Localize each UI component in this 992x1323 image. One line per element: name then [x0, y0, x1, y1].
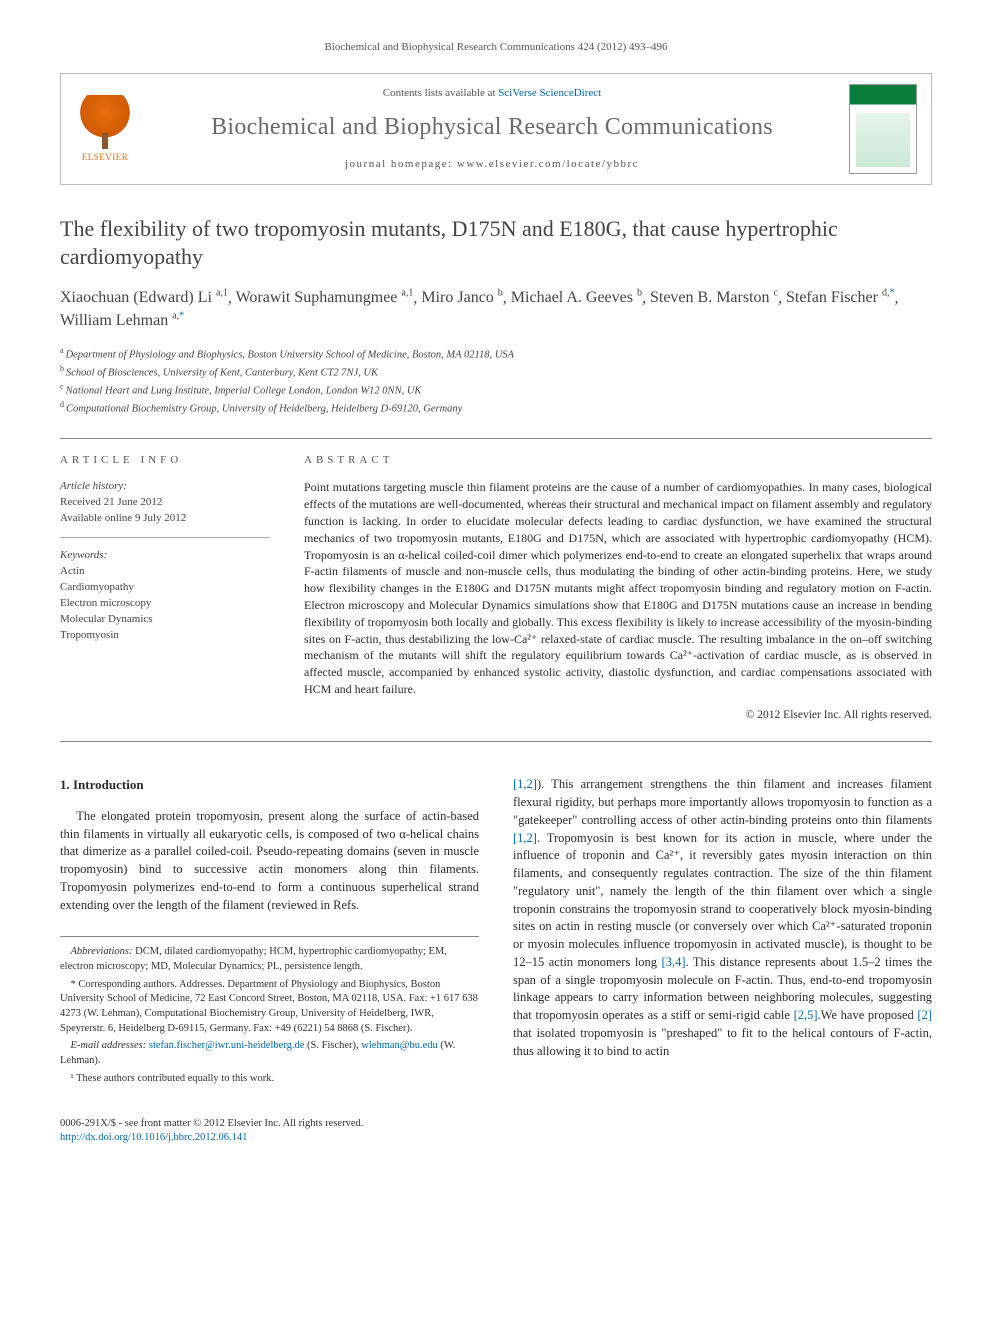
body-text: ). This arrangement strengthens the thin…: [513, 777, 932, 827]
abstract-text: Point mutations targeting muscle thin fi…: [304, 479, 932, 697]
elsevier-tree-icon: [80, 95, 130, 145]
author: Miro Janco b: [421, 289, 502, 306]
affiliation: c National Heart and Lung Institute, Imp…: [60, 381, 932, 399]
author: Steven B. Marston c: [650, 289, 778, 306]
abbreviations-footnote: Abbreviations: DCM, dilated cardiomyopat…: [60, 945, 479, 974]
affil-sup: b: [60, 364, 66, 373]
divider: [60, 741, 932, 742]
affiliation: a Department of Physiology and Biophysic…: [60, 345, 932, 363]
intro-paragraph-2: [1,2]). This arrangement strengthens the…: [513, 776, 932, 1060]
affil-sup: a: [60, 346, 66, 355]
keywords-label: Keywords:: [60, 549, 107, 561]
author-sup: b: [498, 288, 503, 299]
affiliation-list: a Department of Physiology and Biophysic…: [60, 345, 932, 418]
affiliation: b School of Biosciences, University of K…: [60, 363, 932, 381]
ref-link[interactable]: [1,2]: [513, 831, 537, 845]
contribution-footnote: ¹ These authors contributed equally to t…: [60, 1072, 479, 1087]
author: Xiaochuan (Edward) Li a,1: [60, 289, 228, 306]
article-info-column: ARTICLE INFO Article history: Received 2…: [60, 453, 270, 724]
history-label: Article history:: [60, 480, 127, 492]
author: Worawit Suphamungmee a,1: [236, 289, 414, 306]
affil-sup: c: [60, 382, 66, 391]
doi-block: 0006-291X/$ - see front matter © 2012 El…: [60, 1117, 479, 1146]
online-date: Available online 9 July 2012: [60, 512, 186, 524]
email-link-1[interactable]: stefan.fischer@iwr.uni-heidelberg.de: [149, 1040, 305, 1051]
keyword: Tropomyosin: [60, 628, 270, 644]
abbrev-label: Abbreviations:: [71, 946, 133, 957]
contents-prefix: Contents lists available at: [383, 87, 498, 99]
doi-link[interactable]: http://dx.doi.org/10.1016/j.bbrc.2012.06…: [60, 1131, 479, 1146]
abstract-label: ABSTRACT: [304, 453, 932, 468]
corresponding-star-icon[interactable]: *: [179, 311, 184, 322]
keyword: Actin: [60, 564, 270, 580]
body-column-left: 1. Introduction The elongated protein tr…: [60, 776, 479, 1146]
article-info-label: ARTICLE INFO: [60, 453, 270, 468]
abstract-copyright: © 2012 Elsevier Inc. All rights reserved…: [304, 708, 932, 724]
keyword: Electron microscopy: [60, 596, 270, 612]
corresponding-star-icon[interactable]: *: [889, 288, 894, 299]
email-footnote: E-mail addresses: stefan.fischer@iwr.uni…: [60, 1039, 479, 1068]
keyword: Cardiomyopathy: [60, 580, 270, 596]
email-link-2[interactable]: wlehman@bu.edu: [361, 1040, 437, 1051]
author: Michael A. Geeves b: [511, 289, 642, 306]
body-text: . Tropomyosin is best known for its acti…: [513, 831, 932, 969]
author-sup: c: [774, 288, 778, 299]
ref-link[interactable]: [2]: [917, 1008, 932, 1022]
affiliation: d Computational Biochemistry Group, Univ…: [60, 399, 932, 417]
footnotes-block: Abbreviations: DCM, dilated cardiomyopat…: [60, 936, 479, 1086]
info-abstract-row: ARTICLE INFO Article history: Received 2…: [60, 453, 932, 724]
corr-label: * Corresponding authors. Addresses.: [71, 979, 228, 990]
received-date: Received 21 June 2012: [60, 496, 162, 508]
body-two-column: 1. Introduction The elongated protein tr…: [60, 776, 932, 1146]
homepage-prefix: journal homepage:: [345, 158, 457, 170]
journal-name: Biochemical and Biophysical Research Com…: [151, 111, 833, 143]
header-center: Contents lists available at SciVerse Sci…: [151, 86, 833, 172]
author: William Lehman a,*: [60, 312, 184, 329]
keywords-list: ActinCardiomyopathyElectron microscopyMo…: [60, 564, 270, 644]
ref-link[interactable]: [1,2]: [513, 777, 537, 791]
ref-link[interactable]: [3,4]: [662, 955, 686, 969]
body-column-right: [1,2]). This arrangement strengthens the…: [513, 776, 932, 1146]
email-label: E-mail addresses:: [71, 1040, 149, 1051]
article-title: The flexibility of two tropomyosin mutan…: [60, 215, 932, 271]
keywords-block: Keywords: ActinCardiomyopathyElectron mi…: [60, 537, 270, 654]
affil-sup: d: [60, 400, 66, 409]
sciencedirect-link[interactable]: SciVerse ScienceDirect: [498, 87, 601, 99]
elsevier-logo: ELSEVIER: [75, 94, 135, 164]
homepage-line: journal homepage: www.elsevier.com/locat…: [151, 157, 833, 172]
abstract-column: ABSTRACT Point mutations targeting muscl…: [304, 453, 932, 724]
article-history-block: Article history: Received 21 June 2012 A…: [60, 479, 270, 537]
author: Stefan Fischer d,*: [786, 289, 894, 306]
intro-paragraph-1: The elongated protein tropomyosin, prese…: [60, 808, 479, 915]
author-sup: b: [637, 288, 642, 299]
citation-line: Biochemical and Biophysical Research Com…: [60, 40, 932, 55]
corresponding-footnote: * Corresponding authors. Addresses. Depa…: [60, 978, 479, 1037]
author-sup: a,1: [401, 288, 413, 299]
email1-paren: (S. Fischer),: [304, 1040, 361, 1051]
introduction-heading: 1. Introduction: [60, 776, 479, 794]
author-list: Xiaochuan (Edward) Li a,1, Worawit Supha…: [60, 287, 932, 332]
keyword: Molecular Dynamics: [60, 612, 270, 628]
divider: [60, 438, 932, 439]
contents-line: Contents lists available at SciVerse Sci…: [151, 86, 833, 101]
elsevier-text: ELSEVIER: [82, 151, 129, 163]
body-text: .We have proposed: [818, 1008, 918, 1022]
journal-cover-thumbnail: [849, 84, 917, 174]
homepage-url[interactable]: www.elsevier.com/locate/ybbrc: [457, 158, 639, 170]
ref-link[interactable]: [2,5]: [794, 1008, 818, 1022]
body-text: that isolated tropomyosin is "preshaped"…: [513, 1026, 932, 1058]
front-matter-line: 0006-291X/$ - see front matter © 2012 El…: [60, 1117, 479, 1132]
journal-header-box: ELSEVIER Contents lists available at Sci…: [60, 73, 932, 185]
author-sup: a,1: [216, 288, 228, 299]
